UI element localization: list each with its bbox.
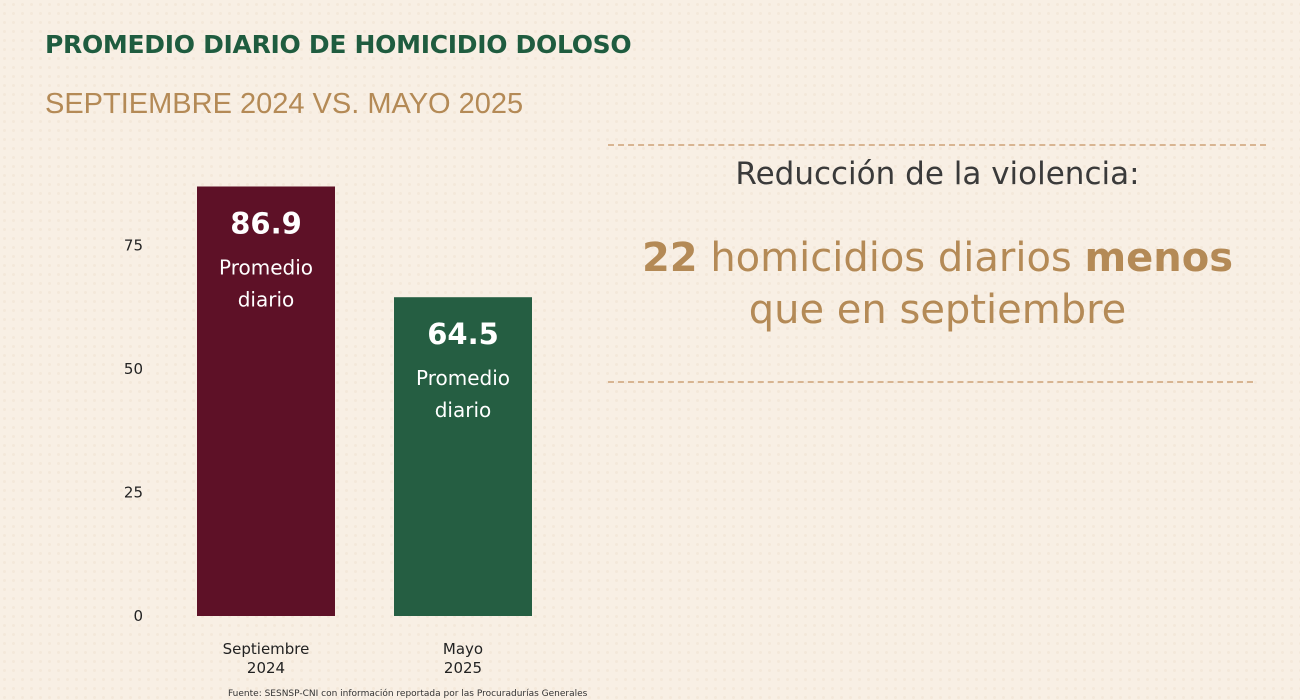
y-tick-label: 75: [124, 236, 143, 254]
y-tick-label: 50: [124, 360, 143, 378]
bar-unit-label: Promedio: [416, 366, 510, 390]
y-tick-label: 25: [124, 483, 143, 501]
x-category-label: Septiembre: [223, 640, 310, 658]
x-category-label: Mayo: [443, 640, 483, 658]
callout-line-2: que en septiembre: [748, 287, 1127, 333]
highlight-callout: 22 homicidios diarios menos que en septi…: [600, 232, 1275, 336]
bar: [394, 297, 532, 616]
bar-value-label: 86.9: [230, 206, 302, 240]
y-tick-label: 0: [133, 607, 143, 625]
bar-chart: 0 25 50 75 86.9 Promedio diario 64.5 Promedio di…: [124, 186, 532, 677]
callout-number: 22: [641, 235, 698, 281]
bar-unit-label: diario: [435, 398, 492, 422]
source-note: Fuente: SESNSP-CNI con información repor…: [228, 689, 588, 699]
bar-unit-label: diario: [238, 287, 295, 311]
bars: 86.9 Promedio diario 64.5 Promedio diario: [197, 186, 532, 616]
highlight-headline: Reducción de la violencia:: [735, 156, 1140, 192]
callout-text: homicidios diarios: [697, 235, 1085, 281]
bar-unit-label: Promedio: [219, 255, 313, 279]
page-subtitle: SEPTIEMBRE 2024 VS. MAYO 2025: [45, 88, 524, 120]
x-category-label: 2025: [444, 659, 482, 677]
bar-value-label: 64.5: [427, 317, 499, 351]
divider-bottom: [608, 381, 1253, 383]
callout-line-1: 22 homicidios diarios menos: [600, 232, 1275, 284]
y-axis: 0 25 50 75: [124, 236, 143, 625]
page-title: PROMEDIO DIARIO DE HOMICIDIO DOLOSO: [45, 30, 632, 59]
callout-emphasis: menos: [1084, 235, 1234, 281]
divider-top: [608, 144, 1266, 146]
bar: [197, 186, 335, 616]
x-category-label: 2024: [247, 659, 285, 677]
